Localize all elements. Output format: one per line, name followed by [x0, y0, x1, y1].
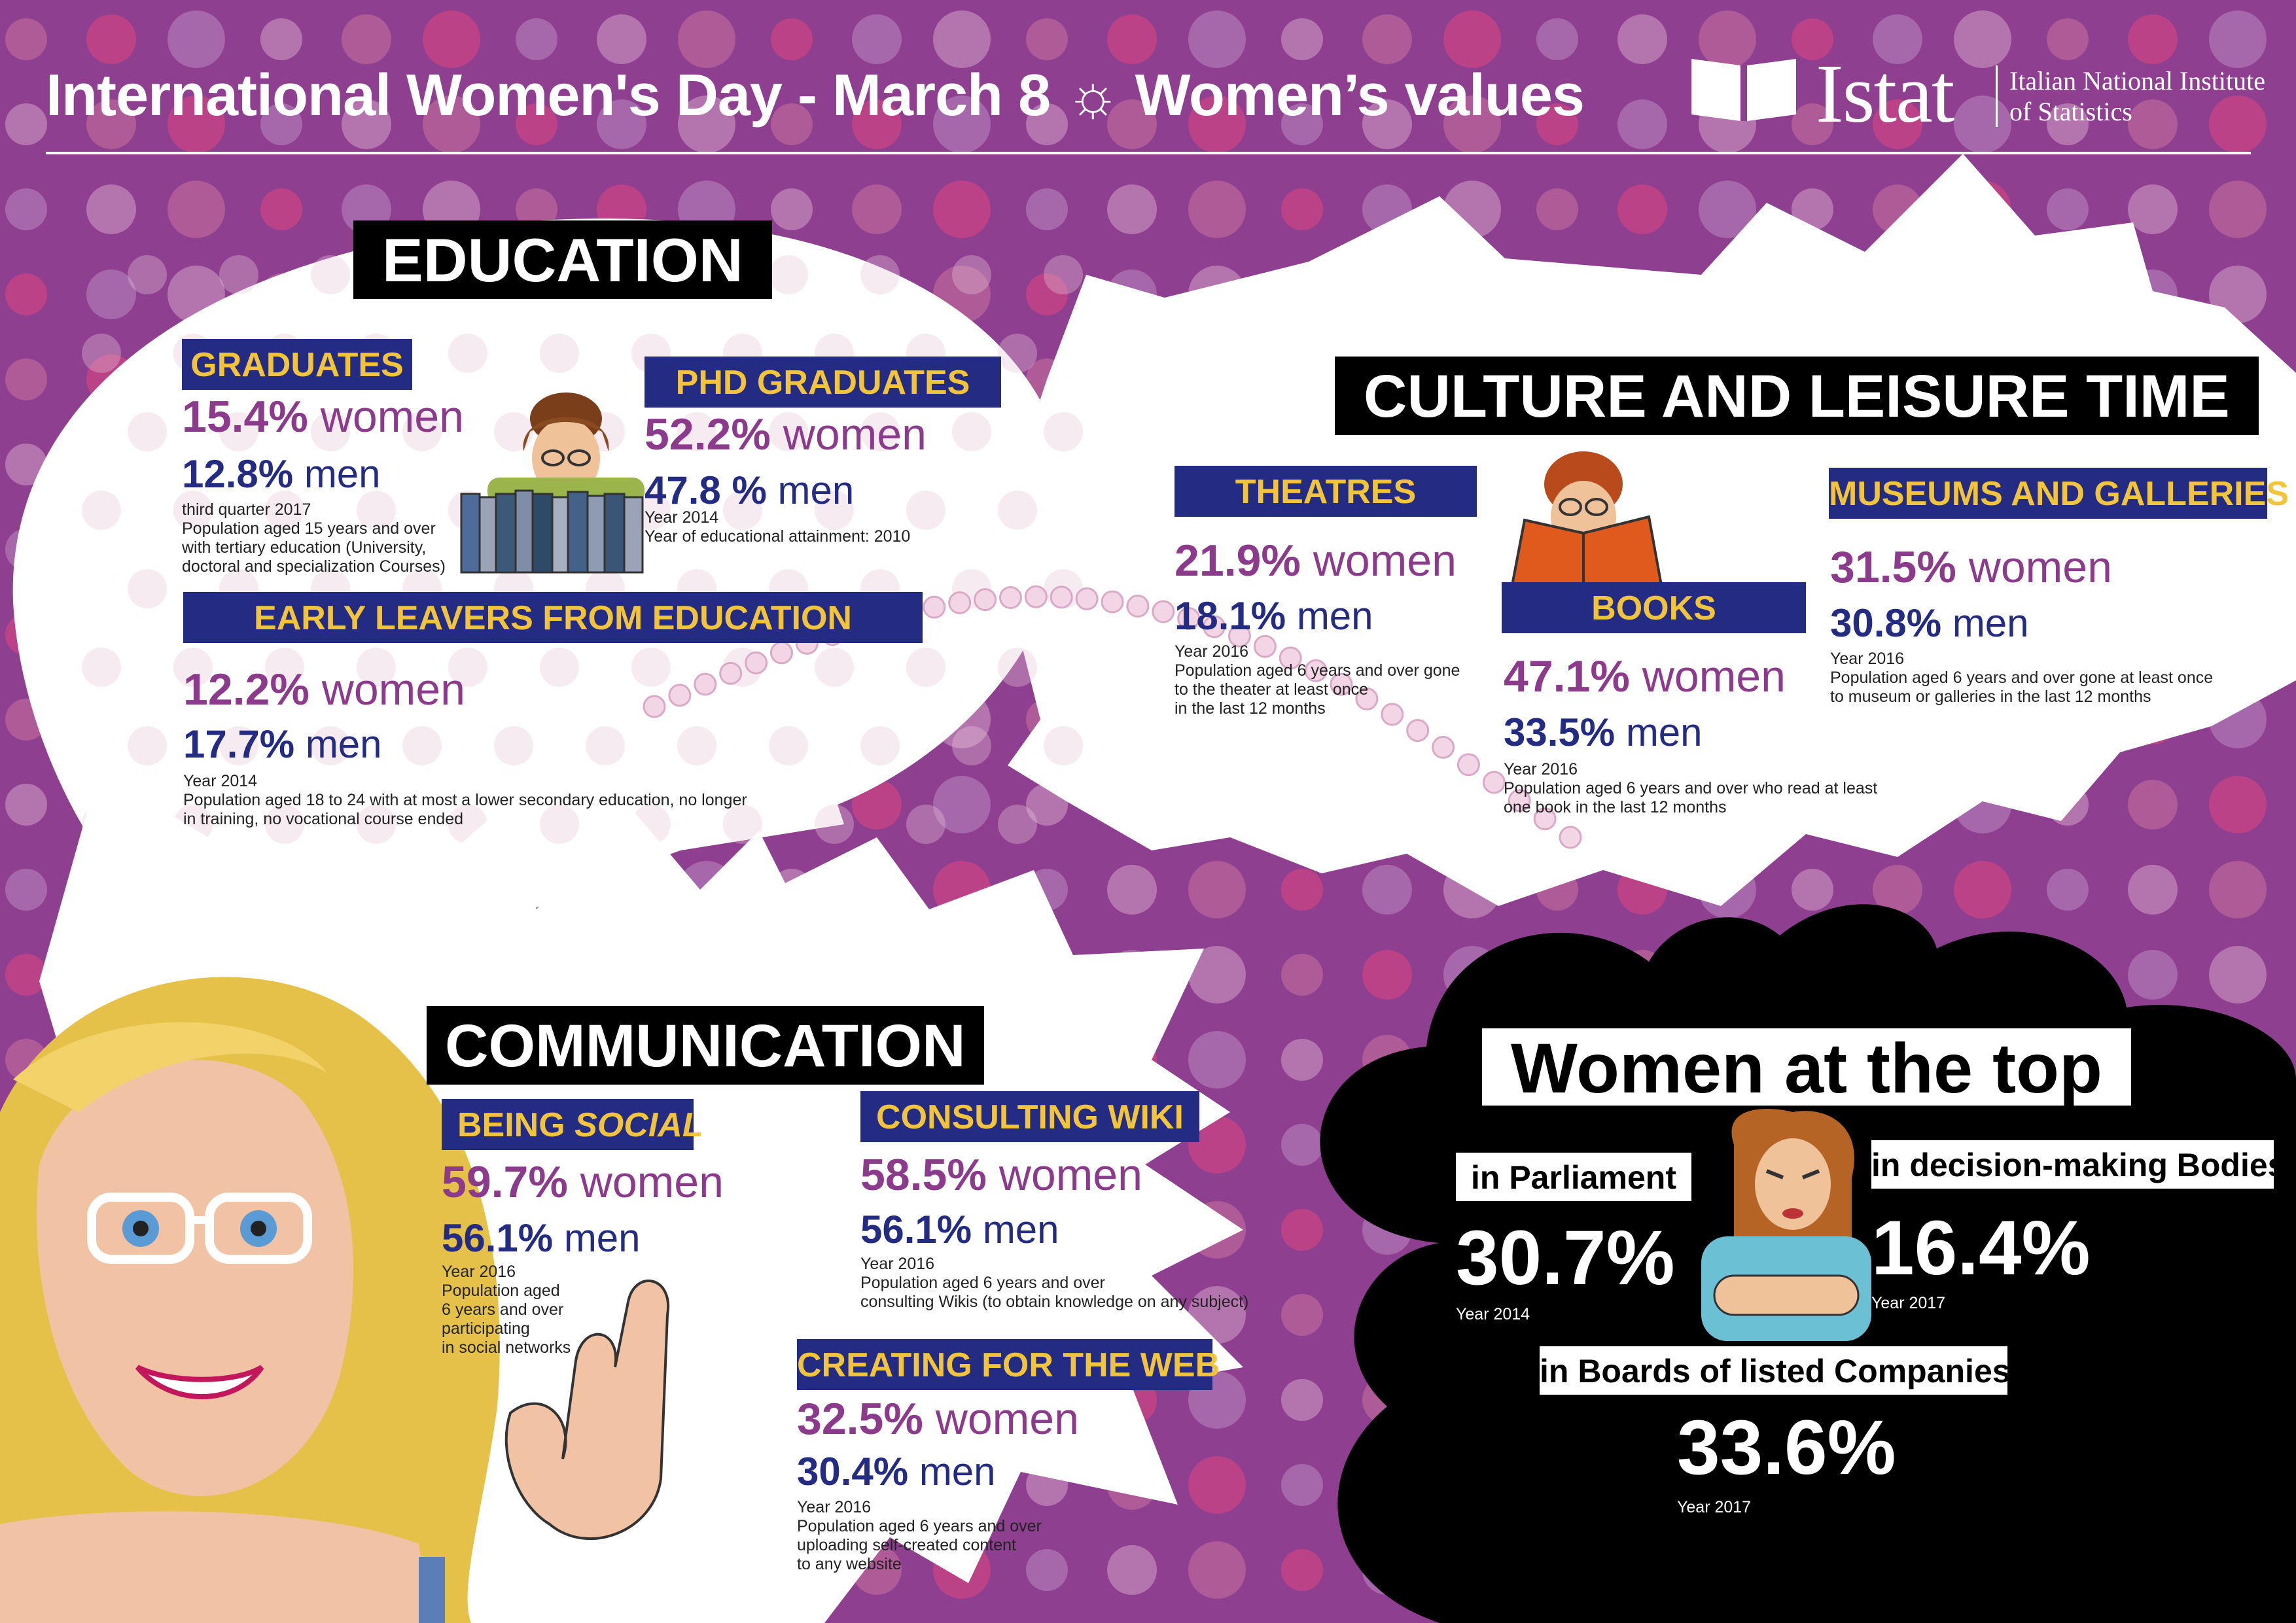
- museums-women: 31.5% women: [1830, 542, 2112, 592]
- museums-men: 30.8% men: [1830, 601, 2029, 645]
- communication-heading: COMMUNICATION: [427, 1006, 984, 1085]
- top-heading: Women at the top: [1482, 1028, 2131, 1108]
- page-title: International Women's Day - March 8 ☼ Wo…: [46, 63, 1585, 128]
- social-women: 59.7% women: [442, 1157, 724, 1207]
- early-leavers-men: 17.7% men: [183, 722, 382, 766]
- museums-note: Year 2016 Population aged 6 years and ov…: [1830, 650, 2214, 706]
- theatres-label: THEATRES: [1174, 466, 1477, 517]
- books-men: 33.5% men: [1504, 710, 1703, 754]
- graduates-note: third quarter 2017 Population aged 15 ye…: [182, 500, 446, 576]
- theatres-men: 18.1% men: [1174, 594, 1373, 638]
- early-leavers-women: 12.2% women: [183, 665, 465, 714]
- social-men: 56.1% men: [442, 1216, 641, 1260]
- wiki-note: Year 2016 Population aged 6 years and ov…: [860, 1255, 1249, 1311]
- creating-web-label: CREATING FOR THE WEB: [797, 1339, 1220, 1390]
- graduates-label: GRADUATES: [182, 339, 412, 390]
- phd-men: 47.8 % men: [645, 468, 855, 512]
- blonde-woman-illustration: [0, 977, 670, 1623]
- books-note: Year 2016 Population aged 6 years and ov…: [1504, 760, 1878, 816]
- angry-woman-illustration: [1701, 1109, 1871, 1341]
- sun-icon: ☼: [1066, 63, 1120, 128]
- logo-subtitle: Italian National Institute of Statistics: [1996, 65, 2265, 127]
- wiki-men: 56.1% men: [860, 1208, 1059, 1251]
- books-women: 47.1% women: [1504, 652, 1786, 701]
- graduates-men: 12.8% men: [182, 452, 381, 496]
- theatres-women: 21.9% women: [1174, 536, 1457, 585]
- early-leavers-note: Year 2014 Population aged 18 to 24 with …: [183, 772, 747, 828]
- books-label: BOOKS: [1502, 582, 1806, 633]
- wiki-women: 58.5% women: [860, 1150, 1142, 1200]
- web-women: 32.5% women: [797, 1394, 1079, 1444]
- bodies-value: 16.4%: [1871, 1205, 2091, 1291]
- phd-note: Year 2014 Year of educational attainment…: [645, 508, 911, 546]
- web-note: Year 2016 Population aged 6 years and ov…: [797, 1498, 1042, 1573]
- phd-label: PHD GRADUATES: [645, 357, 1001, 408]
- boards-year: Year 2017: [1677, 1498, 1752, 1516]
- boards-label: in Boards of listed Companies: [1540, 1346, 2011, 1395]
- culture-heading: CULTURE AND LEISURE TIME: [1335, 357, 2259, 435]
- logo-wordmark: Istat: [1816, 47, 1954, 140]
- consulting-wiki-label: CONSULTING WIKI: [860, 1091, 1199, 1142]
- social-note: Year 2016 Population aged 6 years and ov…: [442, 1263, 571, 1357]
- boards-value: 33.6%: [1677, 1405, 1896, 1491]
- header-divider: [46, 152, 2251, 154]
- phd-women: 52.2% women: [645, 410, 927, 459]
- parliament-year: Year 2014: [1456, 1305, 1530, 1323]
- bodies-label: in decision-making Bodies: [1871, 1140, 2286, 1189]
- parliament-value: 30.7%: [1456, 1215, 1675, 1301]
- early-leavers-label: EARLY LEAVERS FROM EDUCATION: [183, 592, 923, 643]
- bodies-year: Year 2017: [1871, 1294, 1946, 1312]
- istat-logo-icon: [1691, 59, 1796, 121]
- woman-with-books-illustration: [460, 393, 645, 574]
- being-social-label: BEING SOCIAL: [442, 1099, 703, 1150]
- parliament-label: in Parliament: [1456, 1153, 1691, 1201]
- museums-label: MUSEUMS AND GALLERIES: [1829, 468, 2289, 519]
- web-men: 30.4% men: [797, 1450, 996, 1493]
- education-heading: EDUCATION: [353, 220, 772, 299]
- graduates-women: 15.4% women: [182, 392, 464, 442]
- theatres-note: Year 2016 Population aged 6 years and ov…: [1174, 642, 1460, 718]
